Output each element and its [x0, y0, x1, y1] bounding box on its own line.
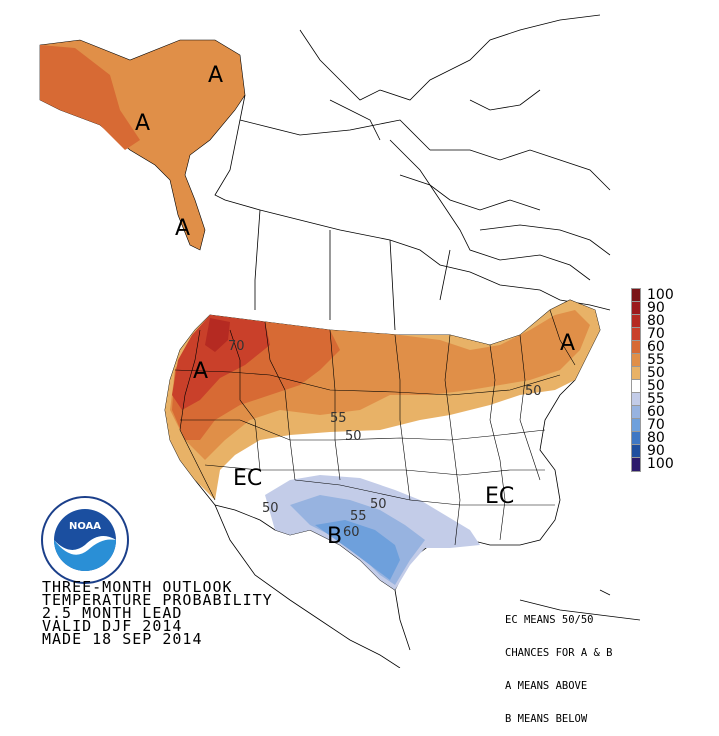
legend-label: 60 — [647, 404, 665, 420]
contour-label-50-south: 50 — [262, 501, 279, 516]
legend-label: 70 — [647, 326, 665, 342]
legend-label: 80 — [647, 313, 665, 329]
legend-row: 55 — [631, 391, 674, 407]
legend-label: 55 — [647, 391, 665, 407]
outlook-title-block: THREE-MONTH OUTLOOK TEMPERATURE PROBABIL… — [42, 578, 273, 648]
contour-label-70: 70 — [228, 339, 245, 354]
legend-label: 60 — [647, 339, 665, 355]
legend-label: 90 — [647, 300, 665, 316]
legend-row: 55 — [631, 352, 674, 368]
legend-row: 100 — [631, 456, 674, 472]
legend-row: 70 — [631, 326, 674, 342]
legend-label: 100 — [647, 456, 674, 472]
state-borders — [174, 309, 576, 546]
label-above-canada-west: A — [175, 216, 190, 241]
northwest-above-70 — [172, 315, 270, 410]
contour-label-55-north: 55 — [330, 411, 347, 426]
contour-label-50-east: 50 — [525, 384, 542, 399]
title-line-3: 2.5 MONTH LEAD — [42, 604, 183, 622]
contour-label-50-southeast: 50 — [370, 497, 387, 512]
label-ec-southwest: EC — [233, 466, 262, 491]
mexico-outline — [214, 504, 411, 668]
label-above-northeast: A — [560, 331, 575, 356]
legend-label: 100 — [647, 287, 674, 303]
contour-label-60-south: 60 — [343, 525, 360, 540]
label-above-northwest: A — [193, 359, 208, 384]
label-above-alaska-2: A — [135, 111, 150, 136]
title-line-5: MADE 18 SEP 2014 — [42, 630, 203, 648]
caribbean-outline — [519, 589, 641, 621]
legend-row: 80 — [631, 313, 674, 329]
title-line-2: TEMPERATURE PROBABILITY — [42, 591, 273, 609]
noaa-logo-text: NOAA — [69, 521, 101, 532]
legend-swatch — [631, 457, 641, 472]
contour-label-50-north: 50 — [345, 429, 362, 444]
northwest-above-80 — [205, 318, 230, 352]
legend-label: 90 — [647, 443, 665, 459]
legend-label: 70 — [647, 417, 665, 433]
legend-label: 50 — [647, 378, 665, 394]
label-above-alaska-1: A — [208, 63, 223, 88]
label-below-south: B — [327, 524, 342, 549]
note-line-1: EC MEANS 50/50 — [505, 614, 594, 626]
country-borders — [214, 14, 611, 331]
note-line-4: B MEANS BELOW — [505, 713, 588, 725]
south-below-70 — [315, 520, 400, 580]
outlook-map: A A A A A EC EC B 70 55 50 50 50 50 55 6… — [39, 14, 641, 668]
note-line-2: CHANCES FOR A & B — [505, 647, 613, 659]
legend-notes: EC MEANS 50/50 CHANCES FOR A & B A MEANS… — [505, 593, 612, 736]
legend-label: 80 — [647, 430, 665, 446]
legend-row: 50 — [631, 378, 674, 394]
noaa-logo: NOAA — [41, 496, 129, 584]
legend-label: 50 — [647, 365, 665, 381]
contour-label-55-south: 55 — [350, 509, 367, 524]
alaska-above-60 — [40, 45, 140, 150]
title-line-1: THREE-MONTH OUTLOOK — [42, 578, 233, 596]
label-ec-southeast: EC — [485, 484, 514, 509]
legend-label: 55 — [647, 352, 665, 368]
note-line-3: A MEANS ABOVE — [505, 680, 588, 692]
title-line-4: VALID DJF 2014 — [42, 617, 183, 635]
probability-legend: 100 90 80 70 60 55 50 50 55 60 70 80 90 100 — [631, 287, 674, 472]
